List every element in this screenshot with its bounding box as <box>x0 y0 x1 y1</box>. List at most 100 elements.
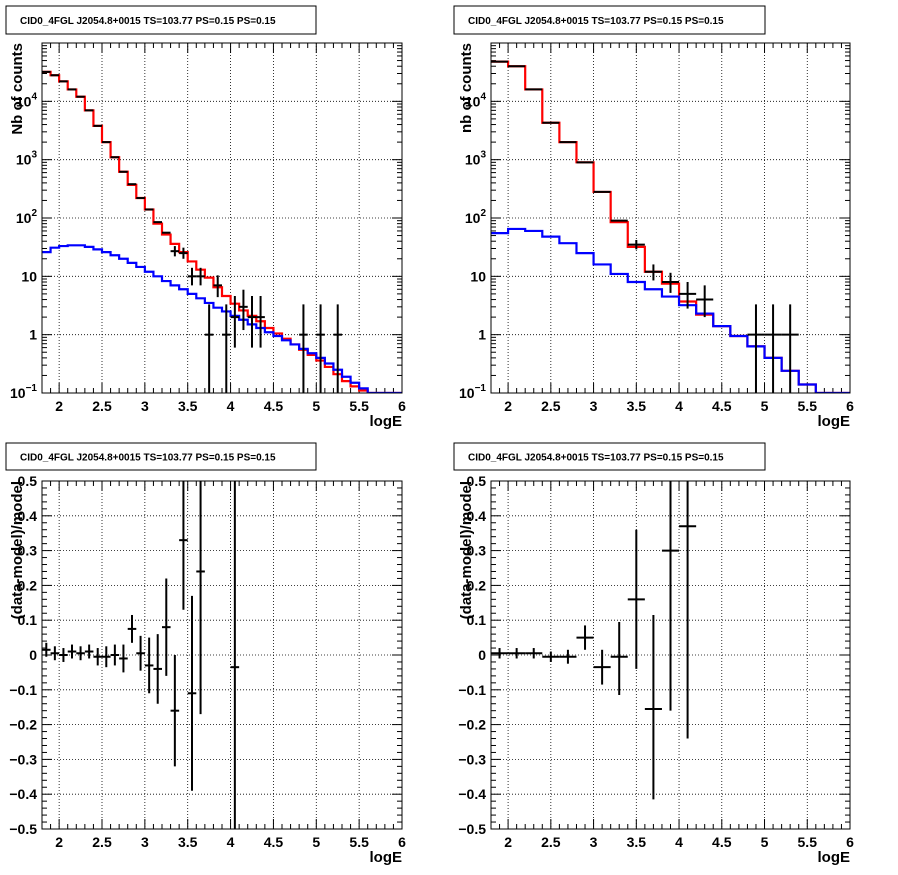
y-tick-label-base: 10 <box>16 152 32 168</box>
data-point <box>661 481 680 711</box>
y-tick-label-exponent: 2 <box>480 208 486 219</box>
data-point <box>696 285 714 318</box>
x-tick-label: 5.5 <box>349 398 369 414</box>
data-point <box>50 646 60 661</box>
y-tick-label: 0.4 <box>18 508 38 524</box>
y-tick-label: −0.4 <box>458 786 486 802</box>
y-axis-title: (data-model)/model <box>458 481 475 619</box>
x-tick-label: 4 <box>675 834 683 850</box>
data-point <box>179 481 188 610</box>
x-tick-label: 5.5 <box>349 834 369 850</box>
pad-title-box <box>453 442 766 471</box>
y-axis-title: (data-model)/model <box>9 481 26 619</box>
data-point <box>59 648 68 662</box>
data-point <box>610 621 628 696</box>
histogram-line-0 <box>491 60 850 393</box>
y-tick-label-exponent: 4 <box>31 91 37 102</box>
x-tick-label: 6 <box>846 834 854 850</box>
x-tick-label: 4 <box>227 398 235 414</box>
y-tick-label: 0.3 <box>467 543 487 559</box>
y-tick-label: 102 <box>465 208 487 226</box>
y-tick-label-base: 10 <box>10 385 26 401</box>
y-tick-label: 0.1 <box>18 612 38 628</box>
pad-title: CID0_4FGL J2054.8+0015 TS=103.77 PS=0.15… <box>20 16 276 27</box>
y-tick-label-exponent: 3 <box>31 150 37 161</box>
y-tick-label: −0.2 <box>458 717 486 733</box>
data-point <box>644 264 662 281</box>
data-point <box>153 634 162 704</box>
data-point <box>781 304 799 393</box>
x-tick-label: 5 <box>312 398 320 414</box>
y-tick-label-base: 10 <box>459 385 475 401</box>
y-tick-label: 103 <box>16 150 38 168</box>
y-tick-label-exponent: 2 <box>31 208 37 219</box>
x-tick-label: 3.5 <box>178 398 198 414</box>
data-point <box>162 578 171 676</box>
data-point <box>299 304 308 393</box>
y-tick-label-base: 10 <box>16 93 32 109</box>
y-tick-label-exponent: 4 <box>480 91 486 102</box>
data-point <box>627 239 645 250</box>
x-tick-label: 2.5 <box>92 398 112 414</box>
pad-title: CID0_4FGL J2054.8+0015 TS=103.77 PS=0.15… <box>20 453 276 464</box>
y-tick-label-exponent: −1 <box>26 383 38 394</box>
y-tick-label: 0.2 <box>18 577 38 593</box>
y-tick-label: 103 <box>465 150 487 168</box>
pad-title-box <box>5 5 317 35</box>
x-axis-title: logE <box>370 413 403 430</box>
pad-title-box <box>453 5 766 35</box>
x-tick-label: 4.5 <box>712 398 732 414</box>
data-point <box>333 304 342 393</box>
data-point <box>508 648 526 659</box>
x-tick-label: 6 <box>398 834 406 850</box>
data-point <box>67 644 77 659</box>
x-tick-label: 3.5 <box>627 398 647 414</box>
data-point <box>747 304 765 393</box>
chart-pad-top-left: CID0_4FGL J2054.8+0015 TS=103.77 PS=0.15… <box>5 5 406 430</box>
histogram-line-0 <box>42 70 402 393</box>
x-tick-label: 2.5 <box>92 834 112 850</box>
y-tick-label: 10−1 <box>10 383 37 401</box>
x-axis-title: logE <box>818 849 851 866</box>
data-point <box>256 296 265 348</box>
data-point <box>679 281 697 309</box>
y-tick-label: 0.5 <box>467 473 487 489</box>
plot-frame <box>41 480 403 830</box>
plot-frame <box>41 42 403 394</box>
data-point <box>196 481 205 715</box>
data-point <box>576 625 594 650</box>
data-point <box>230 481 240 829</box>
x-tick-label: 2 <box>504 398 512 414</box>
y-tick-label-exponent: −1 <box>475 383 487 394</box>
y-tick-label: −0.5 <box>458 821 486 837</box>
data-point <box>144 637 154 694</box>
x-tick-label: 5.5 <box>798 834 818 850</box>
y-axis-title: nb of counts <box>458 43 475 133</box>
pad-title-box <box>5 442 317 471</box>
y-tick-label: 104 <box>465 91 487 109</box>
x-tick-label: 6 <box>398 398 406 414</box>
x-tick-label: 6 <box>846 398 854 414</box>
histogram-line-1 <box>491 227 850 393</box>
y-tick-label: −0.3 <box>458 751 486 767</box>
x-tick-label: 4.5 <box>264 398 284 414</box>
y-tick-label-base: 10 <box>465 93 481 109</box>
x-tick-label: 3 <box>141 398 149 414</box>
y-tick-label: 0.4 <box>467 508 487 524</box>
data-point <box>127 614 137 643</box>
y-tick-label: −0.3 <box>9 751 37 767</box>
y-tick-label: 0.3 <box>18 543 38 559</box>
data-point <box>119 644 128 673</box>
y-tick-label: −0.1 <box>458 682 486 698</box>
data-point <box>679 481 697 739</box>
x-tick-label: 5.5 <box>798 398 818 414</box>
x-tick-label: 4.5 <box>712 834 732 850</box>
x-tick-label: 4 <box>227 834 235 850</box>
data-point <box>196 267 205 286</box>
pad-title: CID0_4FGL J2054.8+0015 TS=103.77 PS=0.15… <box>468 16 724 27</box>
x-axis-title: logE <box>370 849 403 866</box>
chart-pad-bottom-left: CID0_4FGL J2054.8+0015 TS=103.77 PS=0.15… <box>5 442 406 866</box>
x-tick-label: 2 <box>55 398 63 414</box>
y-tick-label: 10 <box>21 268 37 284</box>
y-tick-label: −0.2 <box>9 717 37 733</box>
